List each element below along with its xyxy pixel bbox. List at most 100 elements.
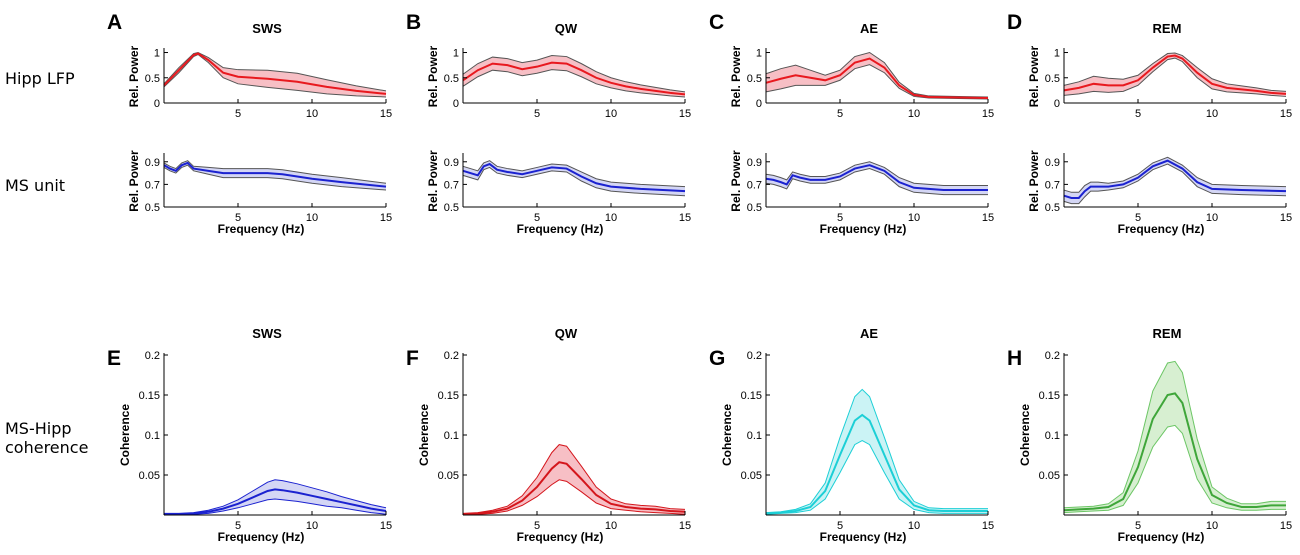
panel-title-B-lfp: QW [555, 21, 578, 36]
y-tick-label-G-coh-3: 0.2 [747, 350, 762, 362]
x-tick-label-H-coh-5: 5 [1135, 520, 1141, 532]
y-tick-label-A-ms-0: 0.5 [145, 202, 160, 214]
panel-letter-D: D [1007, 11, 1022, 34]
mean-line-C-lfp [765, 57, 989, 99]
y-axis-label-B-ms: Rel. Power [426, 150, 440, 212]
x-tick-label-C-ms-15: 15 [982, 212, 994, 224]
panel-letter-B: B [406, 11, 421, 34]
x-tick-label-A-lfp-15: 15 [380, 108, 392, 120]
mean-line-D-lfp [1063, 54, 1287, 95]
panel-title-C-lfp: AE [860, 21, 878, 36]
x-tick-label-A-lfp-5: 5 [235, 108, 241, 120]
x-tick-label-H-coh-10: 10 [1206, 520, 1218, 532]
x-tick-label-C-ms-5: 5 [837, 212, 843, 224]
y-tick-label-D-lfp-1: 0.5 [1045, 73, 1060, 85]
panel-letter-H: H [1007, 347, 1022, 370]
y-tick-label-E-coh-3: 0.2 [145, 350, 160, 362]
y-tick-label-F-coh-0: 0.05 [438, 470, 459, 482]
mean-line-B-lfp [462, 61, 686, 96]
x-tick-label-B-ms-10: 10 [605, 212, 617, 224]
y-axis-label-D-ms: Rel. Power [1027, 150, 1041, 212]
panel-title-E-coh: SWS [252, 326, 282, 341]
mean-line-B-ms [462, 162, 686, 193]
y-tick-label-F-coh-2: 0.15 [438, 390, 459, 402]
x-axis-label-D-ms: Frequency (Hz) [1118, 222, 1205, 236]
upper-bound-line-A-lfp [163, 51, 387, 92]
y-tick-label-E-coh-2: 0.15 [139, 390, 160, 402]
y-tick-label-B-ms-0: 0.5 [444, 202, 459, 214]
x-axis-label-A-ms: Frequency (Hz) [218, 222, 305, 236]
error-band-D-ms [1064, 157, 1286, 204]
lower-bound-line-F-coh [462, 479, 686, 516]
x-tick-label-F-coh-5: 5 [534, 520, 540, 532]
y-tick-label-C-ms-2: 0.9 [747, 157, 762, 169]
y-tick-label-B-lfp-1: 0.5 [444, 73, 459, 85]
lower-bound-line-B-ms [462, 166, 686, 197]
error-band-A-ms [164, 160, 386, 191]
mean-line-D-ms [1063, 159, 1287, 199]
y-tick-label-B-lfp-0: 0 [453, 98, 459, 110]
error-band-C-lfp [766, 52, 988, 99]
y-tick-label-F-coh-1: 0.1 [444, 430, 459, 442]
mean-line-C-ms [765, 164, 988, 192]
panel-title-F-coh: QW [555, 326, 578, 341]
y-tick-label-E-coh-1: 0.1 [145, 430, 160, 442]
panel-D-lfp: 5 10 15 0 0.5 1 Rel. Power REM D [1007, 11, 1292, 120]
y-axis-label-H-coh: Coherence [1018, 404, 1032, 466]
upper-bound-line-C-lfp [765, 51, 989, 98]
y-axis-label-G-coh: Coherence [720, 404, 734, 466]
panel-title-A-lfp: SWS [252, 21, 282, 36]
y-tick-label-D-ms-2: 0.9 [1045, 157, 1060, 169]
upper-bound-line-A-ms [163, 160, 387, 184]
y-tick-label-H-coh-3: 0.2 [1045, 350, 1060, 362]
panel-E-coh: 5 10 15 0.05 0.1 0.15 0.2 Coherence Frequency (H… [107, 326, 392, 544]
mean-line-F-coh [462, 461, 686, 516]
x-axis-label-E-coh: Frequency (Hz) [218, 530, 305, 544]
upper-bound-line-E-coh [164, 479, 387, 514]
x-axis-label-B-ms: Frequency (Hz) [517, 222, 604, 236]
lower-bound-line-A-lfp [163, 53, 387, 98]
mean-line-H-coh [1063, 392, 1286, 512]
lower-bound-line-A-ms [163, 164, 387, 191]
lower-bound-line-H-coh [1063, 424, 1286, 514]
lower-bound-line-C-lfp [765, 64, 989, 100]
y-axis-label-E-coh: Coherence [118, 404, 132, 466]
y-tick-label-G-coh-1: 0.1 [747, 430, 762, 442]
y-tick-label-H-coh-1: 0.1 [1045, 430, 1060, 442]
upper-bound-line-H-coh [1063, 360, 1286, 509]
panel-letter-C: C [709, 11, 724, 34]
panel-H-coh: 5 10 15 0.05 0.1 0.15 0.2 Coherence Frequency (H… [1007, 326, 1292, 544]
panel-C-lfp: 5 10 15 0 0.5 1 Rel. Power AE C [709, 11, 994, 120]
x-tick-label-C-lfp-10: 10 [908, 108, 920, 120]
panel-letter-G: G [709, 347, 725, 370]
y-axis-label-F-coh: Coherence [417, 404, 431, 466]
x-tick-label-F-coh-15: 15 [679, 520, 691, 532]
lower-bound-line-D-lfp [1063, 57, 1287, 97]
x-tick-label-D-ms-5: 5 [1135, 212, 1141, 224]
y-axis-label-B-lfp: Rel. Power [426, 45, 440, 107]
x-axis-label-H-coh: Frequency (Hz) [1118, 530, 1205, 544]
row-label-ms-hipp: MS-Hipp [5, 419, 72, 438]
x-tick-label-D-ms-15: 15 [1280, 212, 1292, 224]
x-tick-label-B-lfp-15: 15 [679, 108, 691, 120]
upper-bound-line-B-ms [462, 160, 686, 188]
x-tick-label-A-ms-5: 5 [235, 212, 241, 224]
error-band-B-ms [463, 160, 685, 196]
y-tick-label-D-lfp-2: 1 [1054, 48, 1060, 60]
panel-letter-E: E [107, 347, 121, 370]
mean-line-G-coh [765, 413, 988, 515]
x-tick-label-A-ms-10: 10 [306, 212, 318, 224]
error-band-F-coh [463, 444, 685, 515]
y-tick-label-G-coh-2: 0.15 [741, 390, 762, 402]
panel-title-G-coh: AE [860, 326, 878, 341]
x-axis-label-F-coh: Frequency (Hz) [517, 530, 604, 544]
y-tick-label-G-coh-0: 0.05 [741, 470, 762, 482]
y-tick-label-B-ms-2: 0.9 [444, 157, 459, 169]
x-tick-label-G-coh-10: 10 [908, 520, 920, 532]
upper-bound-line-D-lfp [1063, 52, 1287, 92]
y-tick-label-A-lfp-2: 1 [154, 48, 160, 60]
x-tick-label-D-lfp-15: 15 [1280, 108, 1292, 120]
y-axis-label-C-lfp: Rel. Power [729, 45, 743, 107]
